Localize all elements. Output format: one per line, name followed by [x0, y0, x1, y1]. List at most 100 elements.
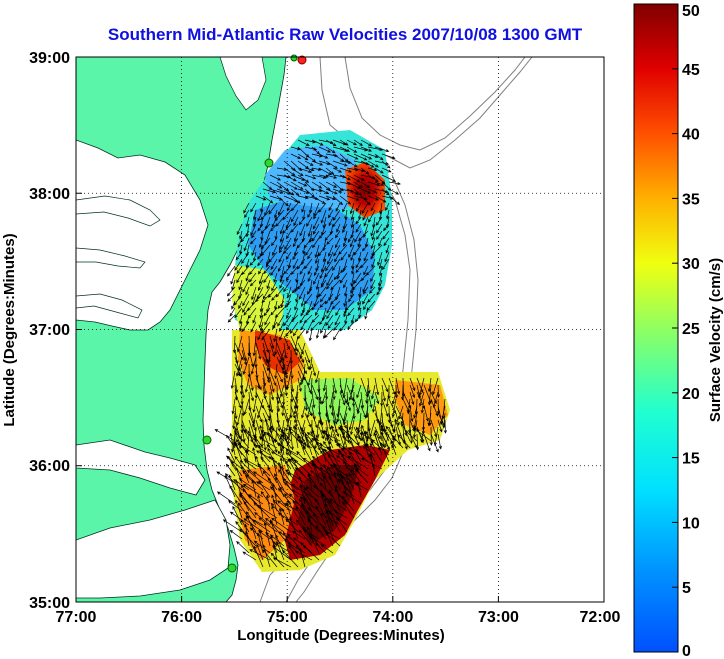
velocity-vector [373, 432, 383, 456]
velocity-vector [356, 384, 362, 399]
velocity-vector [285, 272, 292, 282]
velocity-vector [278, 251, 285, 263]
velocity-vector [283, 167, 296, 176]
velocity-vector [367, 195, 380, 201]
velocity-vector [346, 480, 355, 505]
velocity-vector [437, 419, 443, 433]
velocity-vector [348, 244, 355, 258]
velocity-vector [236, 223, 243, 235]
potomac-river [76, 195, 161, 227]
velocity-vector [343, 293, 348, 307]
velocity-vector [246, 469, 264, 484]
velocity-vector [270, 307, 278, 316]
velocity-vector [242, 470, 257, 484]
velocity-vector [333, 244, 341, 257]
velocity-vector [326, 237, 334, 245]
velocity-vector [310, 439, 320, 463]
velocity-vector [274, 363, 278, 380]
velocity-vector [287, 542, 306, 554]
velocity-vector [306, 486, 320, 498]
velocity-vector [288, 451, 306, 463]
velocity-vector [349, 202, 355, 215]
velocity-vector [395, 377, 401, 395]
velocity-vector [336, 265, 341, 280]
velocity-vector [329, 489, 341, 512]
velocity-vector [297, 139, 310, 146]
velocity-vector [322, 377, 327, 392]
velocity-vector [412, 427, 432, 442]
velocity-vector [252, 412, 257, 428]
velocity-vector [367, 181, 381, 187]
velocity-vector [253, 434, 264, 449]
x-axis-label: Longitude (Degrees:Minutes) [237, 627, 445, 644]
velocity-vector [274, 209, 278, 219]
velocity-vector [222, 519, 243, 533]
velocity-vector [298, 529, 313, 547]
rappahannock-river [76, 247, 146, 269]
velocity-vector [287, 202, 292, 212]
velocity-vector [334, 230, 341, 239]
velocity-vector [312, 484, 327, 498]
velocity-vector [328, 202, 334, 212]
velocity-vector [312, 462, 320, 484]
velocity-vector [290, 181, 304, 190]
velocity-vector [283, 314, 292, 327]
velocity-vector [338, 451, 355, 463]
velocity-vector [350, 272, 355, 287]
velocity-vector [341, 433, 348, 452]
velocity-vector [269, 377, 275, 393]
velocity-vector [238, 300, 243, 310]
velocity-vector [254, 384, 258, 399]
velocity-vector [276, 391, 284, 409]
velocity-vector [289, 493, 306, 512]
velocity-vector [272, 244, 278, 256]
velocity-vector [313, 209, 320, 220]
velocity-vector [227, 447, 236, 463]
velocity-vector [339, 272, 348, 284]
velocity-vector [243, 237, 250, 252]
velocity-vector [257, 463, 271, 477]
albemarle-sound [76, 439, 206, 496]
velocity-vector [280, 293, 285, 309]
velocity-vector [360, 272, 369, 282]
velocity-vector [319, 300, 327, 308]
velocity-vector [374, 153, 384, 161]
velocity-vector [305, 307, 313, 316]
velocity-vector [279, 349, 285, 364]
velocity-vector [270, 451, 292, 463]
velocity-vector [297, 426, 307, 446]
velocity-vector [346, 429, 355, 449]
velocity-vector [307, 272, 313, 282]
velocity-vector [321, 448, 341, 463]
velocity-vector [360, 167, 370, 175]
velocity-vector [233, 293, 243, 306]
velocity-vector [333, 471, 341, 491]
velocity-vector [349, 237, 355, 248]
velocity-vector [301, 405, 306, 419]
velocity-vector [307, 515, 313, 533]
velocity-vector [383, 428, 397, 449]
velocity-vector [297, 377, 302, 393]
velocity-vector [430, 398, 439, 417]
velocity-vector [262, 470, 278, 491]
velocity-vector [320, 544, 334, 554]
velocity-vector [350, 314, 355, 324]
velocity-vector [257, 328, 264, 341]
station-marker [264, 158, 274, 168]
velocity-vector [243, 307, 250, 316]
velocity-vector [392, 419, 397, 433]
velocity-vector [325, 532, 341, 547]
velocity-vector [304, 174, 317, 180]
velocity-vector [241, 426, 246, 443]
velocity-vector [302, 457, 320, 470]
velocity-vector [302, 545, 320, 561]
velocity-vector [297, 174, 310, 183]
velocity-vector [404, 429, 418, 442]
velocity-vector [376, 286, 383, 296]
velocity-vector [362, 209, 369, 221]
velocity-vector [236, 540, 250, 554]
velocity-vector [297, 195, 309, 200]
velocity-vector [347, 447, 362, 456]
velocity-vector [353, 181, 364, 188]
velocity-vector [370, 384, 376, 400]
